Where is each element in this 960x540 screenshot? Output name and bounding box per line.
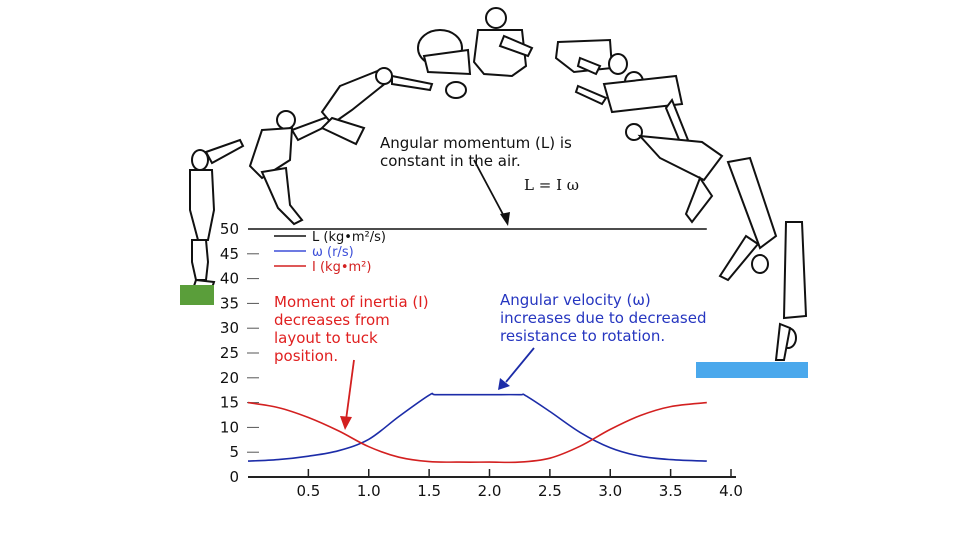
y-tick-label: 15 bbox=[220, 394, 239, 412]
annotation-velocity-arrowhead bbox=[498, 378, 510, 390]
annotation-inertia-line-3: layout to tuck bbox=[274, 329, 378, 347]
annotation-velocity-line-3: resistance to rotation. bbox=[500, 327, 665, 345]
legend-label-L: L (kg•m²/s) bbox=[312, 230, 386, 245]
annotation-momentum-line-1: Angular momentum (L) is bbox=[380, 134, 572, 152]
legend-label-I: I (kg•m²) bbox=[312, 260, 371, 275]
annotation-momentum-line-2: constant in the air. bbox=[380, 152, 521, 170]
y-tick-label: 10 bbox=[220, 418, 239, 436]
x-axis-ticks: 0.5 1.0 1.5 2.0 2.5 3.0 3.5 4.0 bbox=[296, 469, 743, 500]
annotation-inertia-arrow bbox=[345, 359, 355, 421]
series-line-w bbox=[247, 392, 707, 462]
y-tick-label: 50 bbox=[220, 220, 239, 238]
water-surface bbox=[696, 362, 808, 378]
x-tick-label: 1.0 bbox=[357, 482, 381, 500]
x-tick-label: 3.5 bbox=[659, 482, 683, 500]
annotation-inertia-arrowhead bbox=[340, 416, 352, 430]
x-tick-label: 1.5 bbox=[417, 482, 441, 500]
annotation-velocity-line-1: Angular velocity (ω) bbox=[500, 291, 651, 309]
diver-figure-entry bbox=[774, 221, 808, 361]
annotation-momentum-arrow bbox=[473, 159, 507, 221]
x-tick-label: 2.5 bbox=[538, 482, 562, 500]
x-tick-label: 2.0 bbox=[478, 482, 502, 500]
y-tick-label: 45 bbox=[220, 245, 239, 263]
diver-figure-extending bbox=[625, 123, 724, 224]
y-tick-label: 25 bbox=[220, 344, 239, 362]
annotation-velocity: Angular velocity (ω) increases due to de… bbox=[498, 291, 706, 390]
annotation-inertia-line-1: Moment of inertia (I) bbox=[274, 293, 429, 311]
diver-figure-layout bbox=[320, 67, 434, 146]
diver-figure-tuck-entry bbox=[417, 29, 472, 99]
y-tick-label: 0 bbox=[229, 468, 239, 486]
diver-figure-tuck bbox=[472, 7, 534, 78]
x-tick-label: 4.0 bbox=[719, 482, 743, 500]
diver-figure-takeoff bbox=[248, 110, 335, 226]
annotation-velocity-line-2: increases due to decreased bbox=[500, 309, 706, 327]
diver-figure-tuck-rotating bbox=[554, 38, 628, 76]
legend-label-omega: ω (r/s) bbox=[312, 245, 354, 260]
annotation-momentum: Angular momentum (L) is constant in the … bbox=[380, 134, 579, 226]
x-tick-label: 0.5 bbox=[296, 482, 320, 500]
y-axis-ticks: 0 5 10 15 20 25 30 35 40 45 50 bbox=[220, 220, 259, 486]
y-tick-label: 20 bbox=[220, 369, 239, 387]
annotation-inertia-line-2: decreases from bbox=[274, 311, 390, 329]
x-tick-label: 3.0 bbox=[598, 482, 622, 500]
diver-figure-standing bbox=[189, 138, 245, 290]
y-tick-label: 35 bbox=[220, 294, 239, 312]
series-line-I bbox=[247, 401, 707, 464]
annotation-inertia-line-4: position. bbox=[274, 347, 338, 365]
series-layer bbox=[247, 228, 707, 464]
diver-figure-opening bbox=[574, 71, 690, 144]
platform-left bbox=[180, 285, 214, 305]
annotation-equation: L = I ω bbox=[524, 176, 579, 194]
diver-figure-descending bbox=[718, 156, 778, 282]
annotation-velocity-arrow bbox=[505, 347, 535, 383]
annotation-inertia: Moment of inertia (I) decreases from lay… bbox=[274, 293, 429, 430]
y-tick-label: 5 bbox=[229, 443, 239, 461]
y-tick-label: 30 bbox=[220, 319, 239, 337]
y-tick-label: 40 bbox=[220, 270, 239, 288]
annotation-momentum-arrowhead bbox=[500, 212, 510, 226]
legend: L (kg•m²/s) ω (r/s) I (kg•m²) bbox=[274, 230, 386, 275]
diver-sequence-illustration bbox=[189, 7, 808, 361]
